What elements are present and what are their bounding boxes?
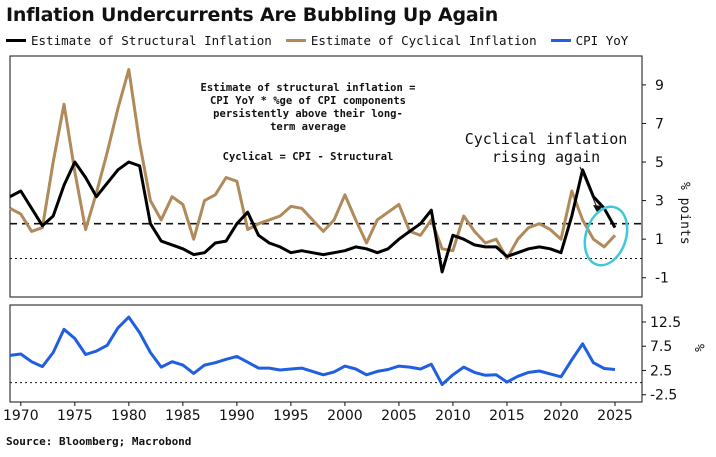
x-tick-label-5: 1995 — [273, 408, 309, 424]
legend-swatch-structural — [6, 39, 26, 42]
x-tick-label-6: 2000 — [327, 408, 363, 424]
highlight-ellipse — [583, 205, 629, 267]
top-panel-frame — [9, 55, 643, 298]
callout-annotation: Cyclical inflation rising again — [465, 130, 629, 267]
x-axis: 1970 1975 1980 1985 1990 1995 2000 2005 2010 2015… — [3, 402, 633, 424]
x-tick-label-0: 1970 — [3, 408, 39, 424]
top-y-axis: 9 7 5 3 1 -1 — [642, 78, 669, 287]
x-tick-label-1: 1975 — [57, 408, 93, 424]
series-line-cpi — [9, 315, 616, 386]
bottom-y-tick-label-2: 2.5 — [650, 363, 672, 379]
legend-item-cpi: CPI YoY — [550, 33, 629, 48]
chart-title: Inflation Undercurrents Are Bubbling Up … — [6, 4, 499, 26]
bottom-y-tick-label-3: -2.5 — [650, 388, 677, 404]
x-tick-label-7: 2005 — [381, 408, 417, 424]
bottom-y-tick-label-0: 12.5 — [650, 315, 681, 331]
callout-arrow-line — [579, 166, 599, 211]
formula-line-1: Estimate of structural inflation = — [201, 82, 416, 94]
legend: Estimate of Structural Inflation Estimat… — [6, 33, 628, 48]
x-tick-label-11: 2025 — [597, 408, 633, 424]
top-y-tick-label-2: 5 — [655, 155, 664, 171]
legend-item-cyclical: Estimate of Cyclical Inflation — [285, 33, 537, 48]
top-y-axis-label: % points — [677, 182, 692, 245]
x-tick-label-4: 1990 — [219, 408, 255, 424]
legend-swatch-cpi — [550, 39, 571, 42]
legend-swatch-cyclical — [285, 39, 306, 42]
cyclical-definition: Cyclical = CPI - Structural — [223, 151, 394, 163]
bottom-y-axis: 12.5 7.5 2.5 -2.5 — [642, 315, 681, 404]
formula-line-2: CPI YoY * %ge of CPI components — [210, 95, 406, 107]
legend-label-cpi: CPI YoY — [575, 33, 629, 48]
top-reference-lines — [10, 222, 642, 259]
top-y-tick-label-1: 7 — [655, 116, 664, 132]
formula-line-3: persistently above their long- — [213, 108, 403, 120]
bottom-y-axis-label: % — [691, 344, 706, 352]
top-y-tick-label-3: 3 — [655, 194, 664, 210]
source-note: Source: Bloomberg; Macrobond — [6, 435, 192, 448]
formula-line-4: term average — [270, 121, 346, 133]
series-line-structural — [9, 160, 617, 274]
x-tick-label-2: 1980 — [111, 408, 147, 424]
bottom-y-tick-label-1: 7.5 — [650, 339, 672, 355]
callout-line-2: rising again — [492, 148, 600, 166]
x-tick-label-10: 2020 — [543, 408, 579, 424]
legend-label-cyclical: Estimate of Cyclical Inflation — [310, 33, 537, 48]
x-tick-label-8: 2010 — [435, 408, 471, 424]
bottom-panel-frame — [9, 304, 643, 403]
formula-annotation: Estimate of structural inflation = CPI Y… — [201, 82, 416, 163]
callout-line-1: Cyclical inflation — [465, 130, 628, 148]
top-y-tick-label-5: -1 — [655, 271, 669, 287]
callout-arrow-head — [593, 205, 602, 214]
series-line-cyclical — [9, 68, 617, 260]
legend-label-structural: Estimate of Structural Inflation — [31, 33, 272, 48]
legend-item-structural: Estimate of Structural Inflation — [6, 33, 272, 48]
x-tick-label-3: 1985 — [165, 408, 201, 424]
top-y-tick-label-4: 1 — [655, 232, 664, 248]
x-tick-label-9: 2015 — [489, 408, 525, 424]
top-y-tick-label-0: 9 — [655, 78, 664, 94]
